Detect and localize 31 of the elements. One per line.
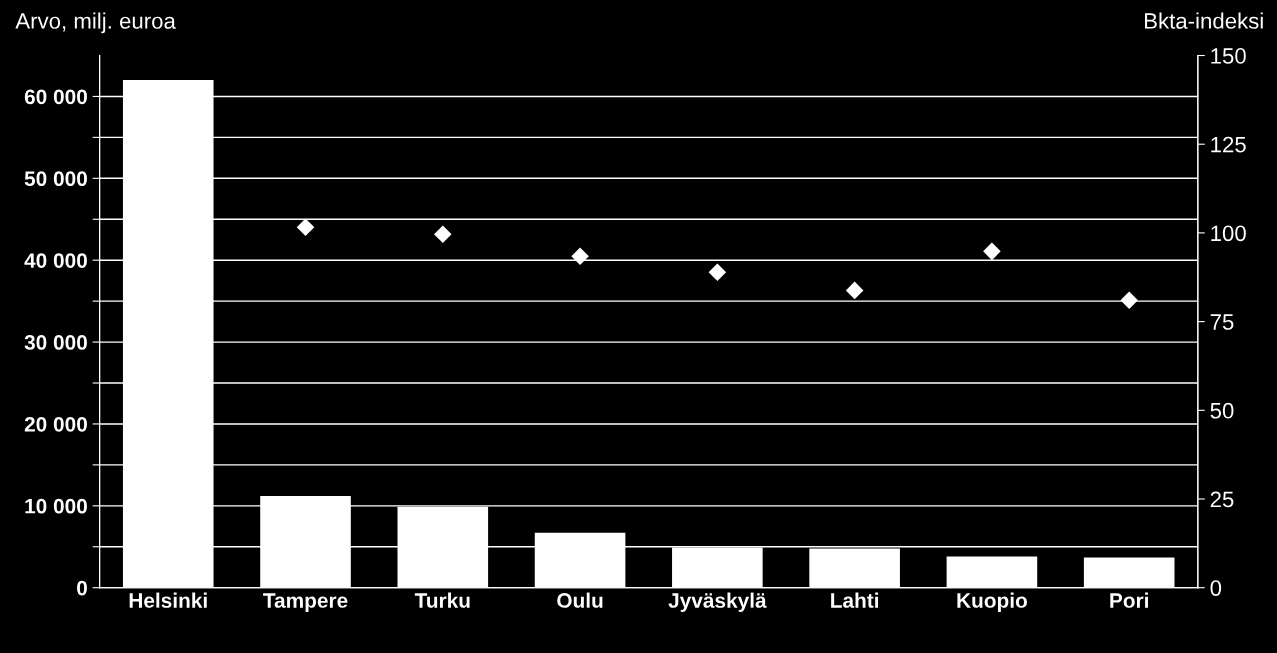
x-tick-label: Turku: [414, 592, 470, 608]
y-tick-label: 20 000: [24, 416, 87, 432]
y2-tick-label: 25: [1210, 491, 1234, 508]
y2-tick-label: 125: [1211, 136, 1246, 153]
y2-tick-label: 50: [1210, 402, 1234, 419]
y-tick-label: 40 000: [24, 253, 87, 268]
x-tick-label: Helsinki: [129, 592, 207, 608]
y2-tick-label: 75: [1210, 314, 1234, 330]
point: [983, 242, 1001, 261]
x-tick-label: Pori: [1110, 592, 1148, 608]
y-tick-label: 30 000: [24, 335, 87, 350]
x-tick-label: Jyväskylä: [668, 592, 767, 612]
x-tick-label: Lahti: [831, 592, 879, 608]
x-tick-label: Oulu: [557, 592, 603, 608]
y-tick-label: 10 000: [25, 498, 87, 514]
x-tick-label: Kuopio: [957, 592, 1027, 612]
y2-tick-label: 150: [1211, 48, 1246, 64]
point: [845, 281, 864, 300]
point: [296, 218, 315, 237]
y-axis-title: Arvo, milj. euroa: [15, 12, 176, 34]
y-tick-label: 0: [77, 580, 87, 596]
point: [571, 247, 589, 266]
point: [1120, 291, 1138, 310]
point: [434, 225, 452, 244]
y-tick-label: 50 000: [24, 171, 87, 187]
x-tick-label: Tampere: [263, 593, 348, 612]
y2-tick-label: 100: [1211, 225, 1246, 242]
y-tick-label: 60 000: [24, 89, 87, 105]
y2-axis-title: Bkta-indeksi: [1145, 12, 1263, 29]
point: [708, 263, 727, 282]
y2-tick-label: 0: [1210, 580, 1222, 596]
